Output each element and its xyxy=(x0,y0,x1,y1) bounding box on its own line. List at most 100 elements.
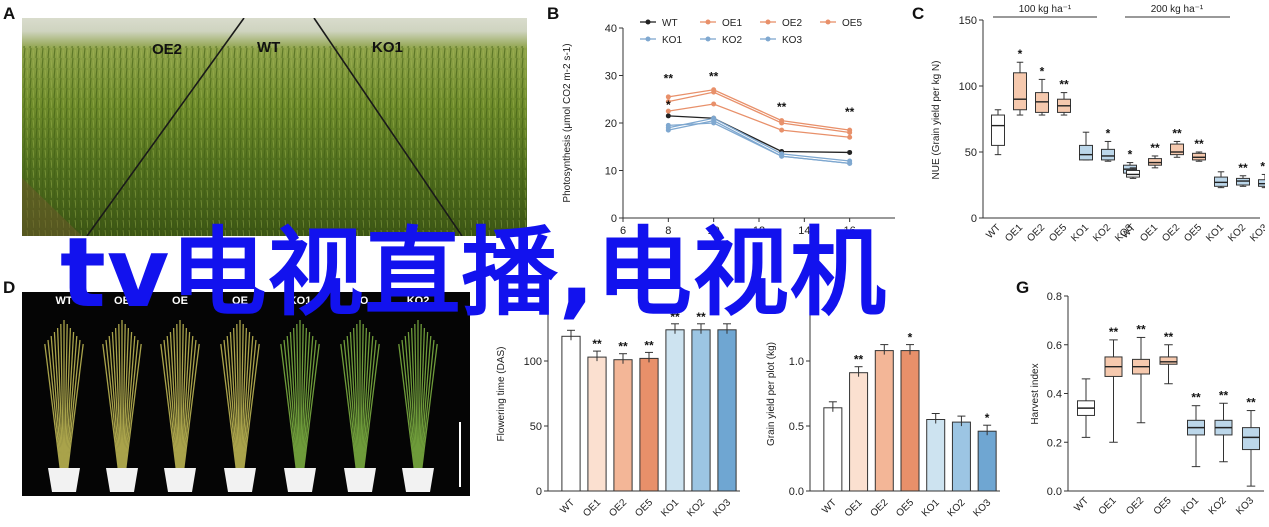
plant-stem xyxy=(340,343,358,471)
y-tick-label: 30 xyxy=(605,71,617,83)
legend-label: OE2 xyxy=(782,18,802,29)
significance-star: ** xyxy=(1238,161,1248,175)
series-point-OE5 xyxy=(847,134,853,140)
significance-star: * xyxy=(1106,126,1111,140)
x-tick-label: KO3 xyxy=(711,497,733,519)
group-label: 200 kg ha⁻¹ xyxy=(1151,4,1204,15)
plant-stem xyxy=(419,331,429,471)
x-tick-label: KO2 xyxy=(685,497,707,519)
legend-marker xyxy=(705,36,711,42)
legend-label: OE5 xyxy=(842,18,862,29)
plant-stem xyxy=(360,327,368,471)
panel-letter-b: B xyxy=(547,4,560,23)
y-tick-label: 100 xyxy=(959,81,977,93)
x-tick-label: WT xyxy=(558,497,577,516)
legend-marker xyxy=(765,19,771,25)
x-tick-label: OE2 xyxy=(607,497,629,519)
legend-marker xyxy=(645,19,651,25)
chart-f-grain-yield: 0.0 0.5 1.0 WT ** OE1 OE2 * OE5 KO1 KO2 * KO3 Grain y… xyxy=(766,296,1000,519)
plant-stem xyxy=(108,335,121,471)
significance-star: * xyxy=(985,411,990,425)
significance-star: ** xyxy=(1150,141,1160,155)
bar-KO3 xyxy=(717,329,737,492)
box-KO2 xyxy=(1101,148,1115,161)
legend-label: WT xyxy=(662,18,678,29)
significance-star: ** xyxy=(1219,388,1229,402)
series-point-OE1 xyxy=(665,94,671,100)
box-WT xyxy=(991,114,1005,146)
panel-letter-g: G xyxy=(1016,278,1030,297)
y-axis-title: Flowering time (DAS) xyxy=(496,346,507,441)
plants-photo: WT OE OE OE KO1 KO KO2 xyxy=(22,292,470,496)
x-tick-label: 10 xyxy=(708,225,720,237)
plant-stem xyxy=(361,331,371,471)
plant-stem xyxy=(53,331,63,471)
bar-OE5 xyxy=(639,357,659,492)
plant-stem xyxy=(346,335,359,471)
series-point-OE2 xyxy=(665,99,671,105)
plant-label: KO xyxy=(352,295,369,307)
plant-2: OE xyxy=(102,295,142,492)
bar-KO2 xyxy=(691,329,711,492)
x-tick-label: OE1 xyxy=(1097,495,1119,517)
significance-star: * xyxy=(666,98,671,112)
plant-stem xyxy=(163,339,178,471)
x-tick-label: KO2 xyxy=(1207,495,1229,517)
plant-stem xyxy=(418,327,426,471)
plant-stem xyxy=(296,323,301,471)
plant-stem xyxy=(180,327,188,471)
plant-stem xyxy=(56,327,64,471)
significance-star: ** xyxy=(1260,159,1265,173)
significance-star: ** xyxy=(644,338,654,352)
plant-stem xyxy=(102,343,120,471)
y-tick-label: 150 xyxy=(959,15,977,27)
plant-stem xyxy=(182,339,197,471)
plant-7: KO2 xyxy=(398,295,438,492)
x-tick-label: KO1 xyxy=(659,497,681,519)
plant-label: OE xyxy=(114,295,130,307)
legend-marker xyxy=(705,19,711,25)
series-point-OE2 xyxy=(847,130,853,135)
significance-star: ** xyxy=(670,310,680,324)
x-tick-label: OE5 xyxy=(1047,222,1069,244)
bar-OE2 xyxy=(613,359,633,492)
plant-stem xyxy=(398,343,416,471)
plant-pot xyxy=(164,468,196,492)
series-line-KO1 xyxy=(668,117,850,162)
plant-stem xyxy=(302,339,317,471)
significance-star: * xyxy=(908,331,913,345)
plant-stem xyxy=(181,331,191,471)
legend-label: OE1 xyxy=(722,18,742,29)
plant-stem xyxy=(356,323,361,471)
chart-b-photosynthesis: 0 10 20 30 40 6 8 10 12 14 16 Photosynthesis (μmol … xyxy=(562,18,895,237)
plant-stem xyxy=(420,339,435,471)
plant-pot xyxy=(284,468,316,492)
plant-stem xyxy=(66,343,84,471)
significance-star: ** xyxy=(1246,396,1256,410)
bar-OE1 xyxy=(587,356,607,492)
plant-stem xyxy=(239,323,244,471)
plant-stem xyxy=(236,323,241,471)
field-label-ko1: KO1 xyxy=(372,39,403,56)
plant-stem xyxy=(404,335,417,471)
plant-stem xyxy=(160,343,178,471)
y-axis-title: Harvest index xyxy=(1030,363,1041,424)
plant-stem xyxy=(302,343,320,471)
plant-stem xyxy=(65,335,78,471)
series-point-KO3 xyxy=(665,122,671,128)
field-photo-drawing: OE2 WT KO1 xyxy=(22,18,527,236)
plant-stem xyxy=(419,335,432,471)
x-tick-label: 6 xyxy=(620,225,626,237)
x-tick-label: OE1 xyxy=(843,497,865,519)
significance-star: ** xyxy=(664,72,674,86)
x-tick-label: OE5 xyxy=(1182,222,1204,244)
plant-stem xyxy=(359,323,364,471)
series-point-WT xyxy=(847,149,853,155)
significance-star: ** xyxy=(1194,137,1204,151)
plant-stem xyxy=(179,323,184,471)
x-tick-label: OE1 xyxy=(581,497,603,519)
plant-stem xyxy=(241,335,254,471)
x-tick-label: OE2 xyxy=(1160,222,1182,244)
plant-stem xyxy=(401,339,416,471)
significance-star: ** xyxy=(696,310,706,324)
